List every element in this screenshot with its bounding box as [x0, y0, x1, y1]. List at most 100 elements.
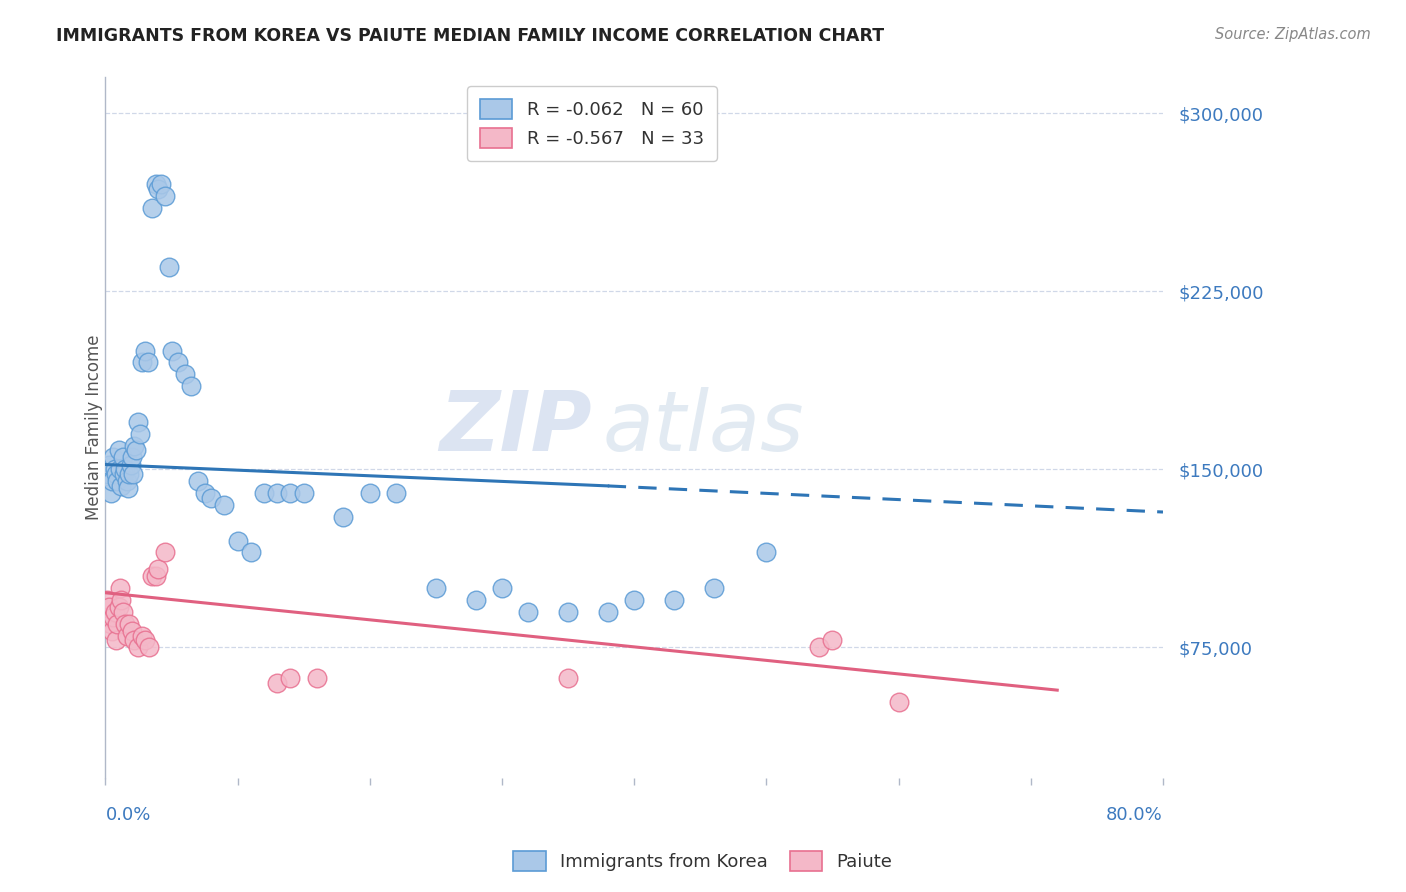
Point: [104, 605, 127, 619]
Point: [122, 467, 145, 481]
Point: [103, 450, 125, 465]
Point: [115, 474, 138, 488]
Point: [149, 178, 172, 192]
Point: [332, 509, 354, 524]
Point: [425, 581, 447, 595]
Point: [145, 178, 167, 192]
Point: [145, 569, 167, 583]
Y-axis label: Median Family Income: Median Family Income: [86, 335, 103, 520]
Point: [112, 467, 135, 481]
Legend: Immigrants from Korea, Paiute: Immigrants from Korea, Paiute: [506, 844, 900, 879]
Point: [153, 189, 176, 203]
Point: [200, 491, 222, 505]
Point: [131, 355, 153, 369]
Point: [128, 426, 150, 441]
Point: [517, 605, 540, 619]
Point: [96, 593, 118, 607]
Point: [557, 671, 579, 685]
Point: [121, 450, 143, 465]
Point: [101, 474, 124, 488]
Point: [100, 486, 122, 500]
Point: [97, 609, 120, 624]
Point: [121, 624, 143, 638]
Point: [141, 201, 163, 215]
Point: [193, 486, 215, 500]
Point: [623, 593, 645, 607]
Point: [134, 343, 156, 358]
Point: [127, 415, 149, 429]
Point: [98, 600, 121, 615]
Point: [100, 616, 122, 631]
Point: [226, 533, 249, 548]
Point: [110, 479, 132, 493]
Point: [266, 676, 288, 690]
Point: [214, 498, 236, 512]
Point: [702, 581, 724, 595]
Point: [167, 355, 190, 369]
Point: [107, 443, 129, 458]
Point: [180, 379, 202, 393]
Point: [104, 467, 127, 481]
Point: [118, 616, 141, 631]
Point: [464, 593, 486, 607]
Point: [153, 545, 176, 559]
Point: [280, 486, 302, 500]
Text: ZIP: ZIP: [439, 387, 592, 468]
Point: [160, 343, 183, 358]
Point: [491, 581, 513, 595]
Point: [117, 481, 139, 495]
Text: 80.0%: 80.0%: [1107, 806, 1163, 824]
Point: [98, 458, 121, 472]
Point: [596, 605, 619, 619]
Point: [136, 355, 159, 369]
Point: [305, 671, 328, 685]
Point: [124, 438, 146, 452]
Point: [239, 545, 262, 559]
Point: [266, 486, 288, 500]
Point: [138, 640, 160, 655]
Point: [157, 260, 180, 275]
Point: [110, 593, 132, 607]
Text: IMMIGRANTS FROM KOREA VS PAIUTE MEDIAN FAMILY INCOME CORRELATION CHART: IMMIGRANTS FROM KOREA VS PAIUTE MEDIAN F…: [56, 27, 884, 45]
Text: atlas: atlas: [603, 387, 804, 468]
Point: [104, 462, 127, 476]
Point: [111, 605, 134, 619]
Point: [887, 695, 910, 709]
Point: [187, 474, 209, 488]
Legend: R = -0.062   N = 60, R = -0.567   N = 33: R = -0.062 N = 60, R = -0.567 N = 33: [467, 87, 717, 161]
Point: [108, 462, 131, 476]
Point: [105, 474, 128, 488]
Point: [173, 368, 195, 382]
Point: [127, 640, 149, 655]
Point: [359, 486, 381, 500]
Point: [148, 562, 170, 576]
Point: [292, 486, 315, 500]
Point: [111, 450, 134, 465]
Point: [134, 633, 156, 648]
Point: [108, 581, 131, 595]
Point: [557, 605, 579, 619]
Point: [253, 486, 276, 500]
Point: [148, 182, 170, 196]
Point: [120, 458, 142, 472]
Point: [114, 462, 136, 476]
Point: [662, 593, 685, 607]
Point: [118, 467, 141, 481]
Point: [385, 486, 408, 500]
Point: [104, 633, 127, 648]
Text: Source: ZipAtlas.com: Source: ZipAtlas.com: [1215, 27, 1371, 42]
Point: [114, 616, 136, 631]
Point: [103, 609, 125, 624]
Point: [125, 443, 148, 458]
Point: [755, 545, 778, 559]
Point: [821, 633, 844, 648]
Point: [124, 633, 146, 648]
Point: [808, 640, 831, 655]
Point: [141, 569, 163, 583]
Point: [115, 628, 138, 642]
Point: [101, 624, 124, 638]
Point: [97, 467, 120, 481]
Point: [131, 628, 153, 642]
Text: 0.0%: 0.0%: [105, 806, 150, 824]
Point: [107, 600, 129, 615]
